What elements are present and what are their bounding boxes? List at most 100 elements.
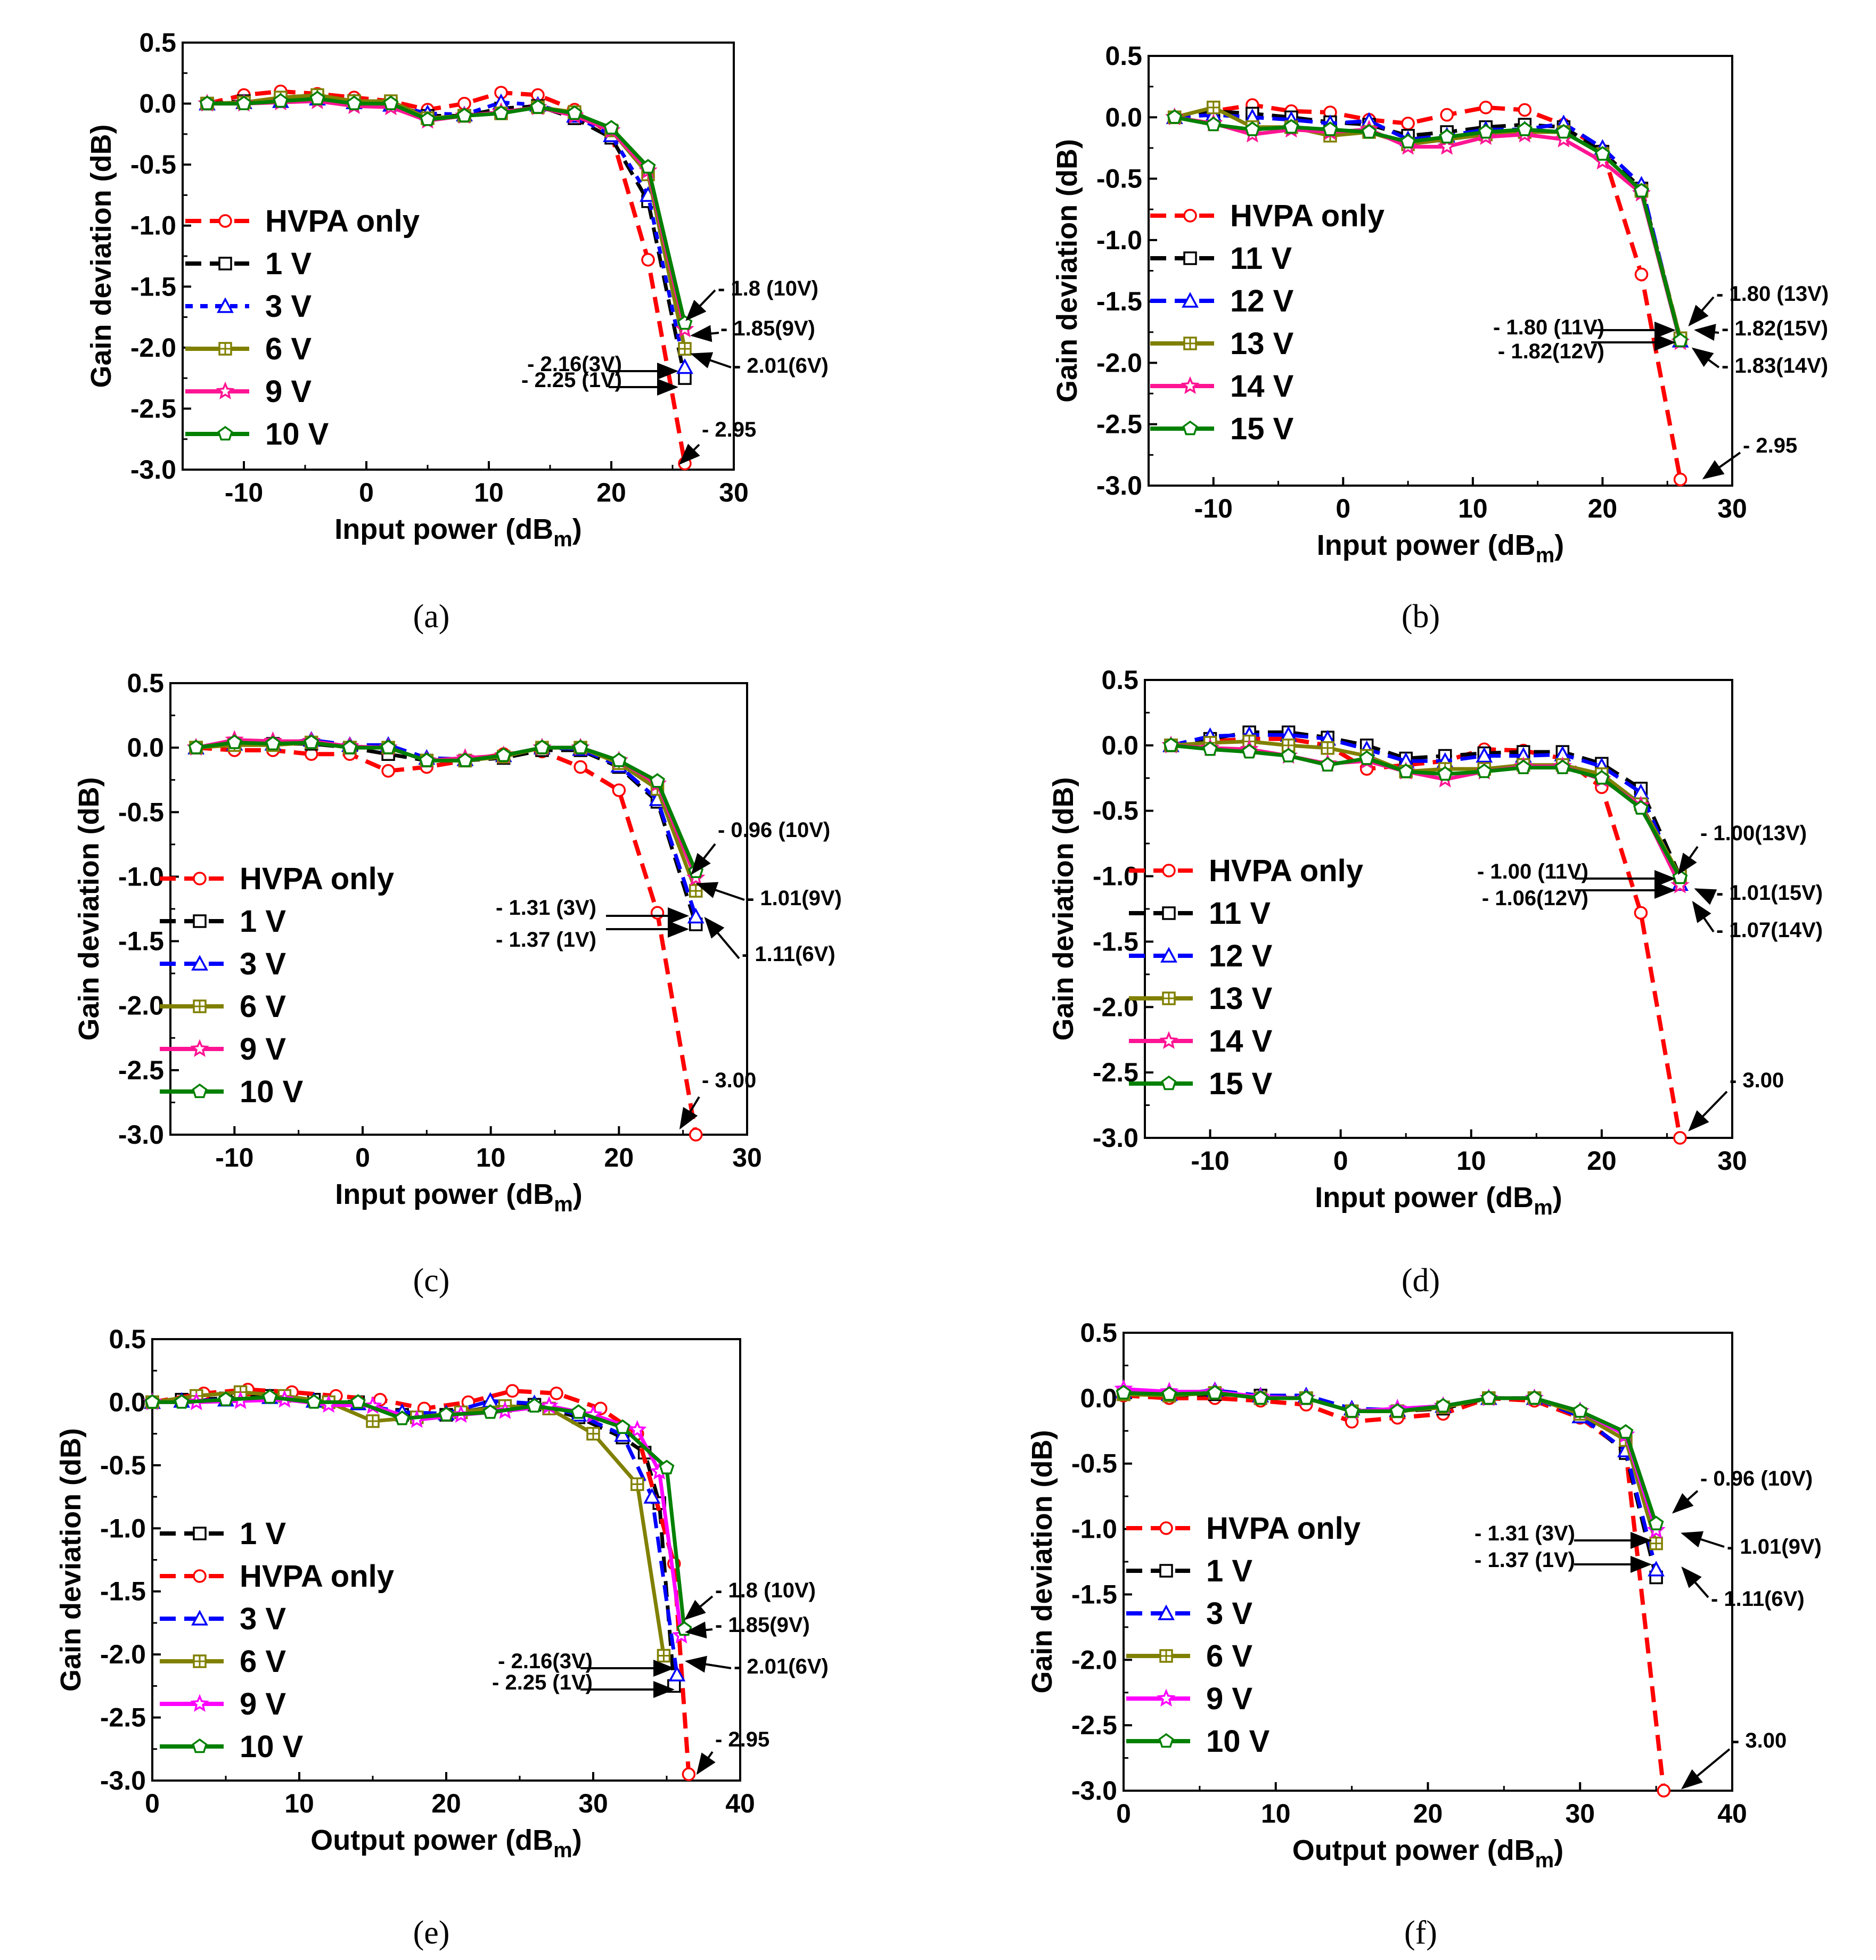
data-point-6-v-cross (631, 1478, 643, 1490)
data-point-hvpa-only (1657, 1784, 1671, 1798)
legend-label: HVPA only (265, 204, 420, 239)
data-point-hvpa-only (381, 764, 395, 778)
x-axis-label-main: Input power (dB (335, 1178, 554, 1210)
annotation-arrow (1694, 324, 1719, 341)
data-point-10-v (659, 1459, 675, 1474)
data-point-hvpa-only (1634, 906, 1648, 920)
data-point-10-v (1116, 1384, 1132, 1400)
y-axis-label: Gain deviation (dB) (1051, 139, 1083, 403)
data-point-13-v (1207, 101, 1220, 114)
x-tick-label: 0 (359, 478, 374, 507)
panel-label: (e) (413, 1915, 450, 1951)
annotation-arrow (685, 289, 716, 321)
panel-label: (d) (1402, 1262, 1440, 1299)
y-tick-label: 0.0 (109, 1387, 146, 1417)
annotation-label: - 1.00(13V) (1700, 822, 1807, 845)
annotation-label: - 1.06(12V) (1482, 887, 1588, 910)
annotation-label: - 0.96 (10V) (718, 818, 830, 842)
legend-marker (1161, 1075, 1177, 1090)
x-tick-label: 10 (1456, 1146, 1486, 1176)
x-axis-label-close: ) (1554, 529, 1564, 561)
data-point-10-v (380, 739, 396, 755)
y-axis-label: Gain deviation (dB) (1047, 777, 1079, 1040)
data-point-15-v (1555, 124, 1571, 139)
data-point-13-v-cross (1207, 101, 1219, 113)
x-axis-label-subscript: m (553, 1839, 572, 1862)
x-tick-label: 30 (1565, 1799, 1595, 1828)
legend-marker (193, 999, 207, 1013)
legend-marker-cross (1160, 1650, 1172, 1662)
x-tick-label: 20 (1588, 494, 1618, 523)
legend-marker (1182, 420, 1198, 436)
annotation-label: - 2.01(6V) (734, 354, 829, 378)
y-tick-label: -2.0 (100, 1639, 146, 1669)
legend-label: 13 V (1209, 981, 1273, 1016)
data-point-3-v (1648, 1561, 1665, 1577)
data-point-15-v (1361, 124, 1377, 139)
data-point-15-v (1322, 121, 1338, 136)
annotation-label: - 1.37 (1V) (1474, 1548, 1575, 1572)
legend-marker (1183, 251, 1197, 265)
data-point-hvpa-only (682, 1767, 696, 1781)
y-tick-label: -3.0 (1071, 1776, 1117, 1806)
legend-marker (1181, 376, 1200, 394)
x-tick-label: 20 (1413, 1799, 1443, 1828)
data-point-10-v (1298, 1390, 1314, 1405)
annotation-arrow (684, 1595, 714, 1620)
annotation-label: - 2.95 (702, 418, 756, 441)
data-point-15-v (1398, 763, 1414, 778)
x-tick-label: 10 (474, 478, 504, 507)
x-axis-label-main: Input power (dB (1315, 1182, 1534, 1213)
data-point-6-v-cross (679, 343, 691, 355)
data-point-15-v (1437, 766, 1453, 781)
x-tick-label: 30 (578, 1789, 608, 1818)
annotation-label: - 0.96 (10V) (1700, 1467, 1813, 1490)
legend-marker (218, 342, 232, 356)
data-point-15-v (1595, 146, 1610, 161)
data-point-10-v (346, 95, 362, 110)
legend-marker (1159, 1564, 1173, 1578)
legend-marker (218, 214, 232, 228)
legend-label: 1 V (265, 247, 312, 281)
annotation-arrow (679, 1096, 700, 1130)
legend-marker (190, 1039, 209, 1057)
data-point-6-v (657, 1649, 671, 1663)
y-tick-label: 0.0 (127, 733, 164, 762)
x-tick-label: 10 (476, 1143, 506, 1172)
data-point-10-v (603, 120, 619, 135)
legend-marker-cross (194, 1000, 206, 1012)
legend-label: 9 V (265, 374, 312, 409)
data-point-10-v (199, 95, 215, 110)
y-tick-label: -0.5 (1096, 164, 1142, 194)
data-point-15-v (1439, 129, 1455, 144)
legend-label: 14 V (1209, 1024, 1273, 1059)
data-point-10-v (530, 99, 546, 114)
annotation-label: - 3.00 (702, 1069, 756, 1092)
data-point-10-v (304, 734, 320, 749)
legend-marker (1159, 1649, 1173, 1663)
x-tick-label: 20 (1587, 1146, 1617, 1176)
x-tick-label: 30 (1717, 494, 1747, 523)
data-point-10-v (218, 1391, 234, 1406)
data-point-10-v (493, 105, 509, 120)
y-tick-label: -2.0 (1096, 348, 1142, 378)
data-point-hvpa-only (574, 760, 587, 774)
x-axis-label-close: ) (1554, 1834, 1563, 1866)
data-point-10-v (650, 773, 665, 788)
annotation-arrow (1691, 347, 1720, 368)
y-tick-label: -0.5 (130, 150, 176, 179)
data-point-10-v (572, 739, 588, 755)
data-point-hvpa-only (1479, 101, 1493, 114)
data-point-6-v-cross (367, 1415, 379, 1427)
legend-label: 13 V (1230, 326, 1294, 361)
data-point-15-v (1634, 183, 1649, 198)
legend-marker (1162, 864, 1176, 878)
legend-marker (192, 1083, 208, 1098)
annotation-arrow (704, 916, 740, 960)
panel-label: (f) (1404, 1915, 1437, 1951)
y-tick-label: -2.5 (100, 1703, 146, 1733)
legend-marker (192, 1738, 208, 1753)
legend-marker (1158, 1733, 1174, 1748)
y-tick-label: -3.0 (118, 1120, 164, 1150)
y-tick-label: 0.5 (1101, 665, 1138, 695)
